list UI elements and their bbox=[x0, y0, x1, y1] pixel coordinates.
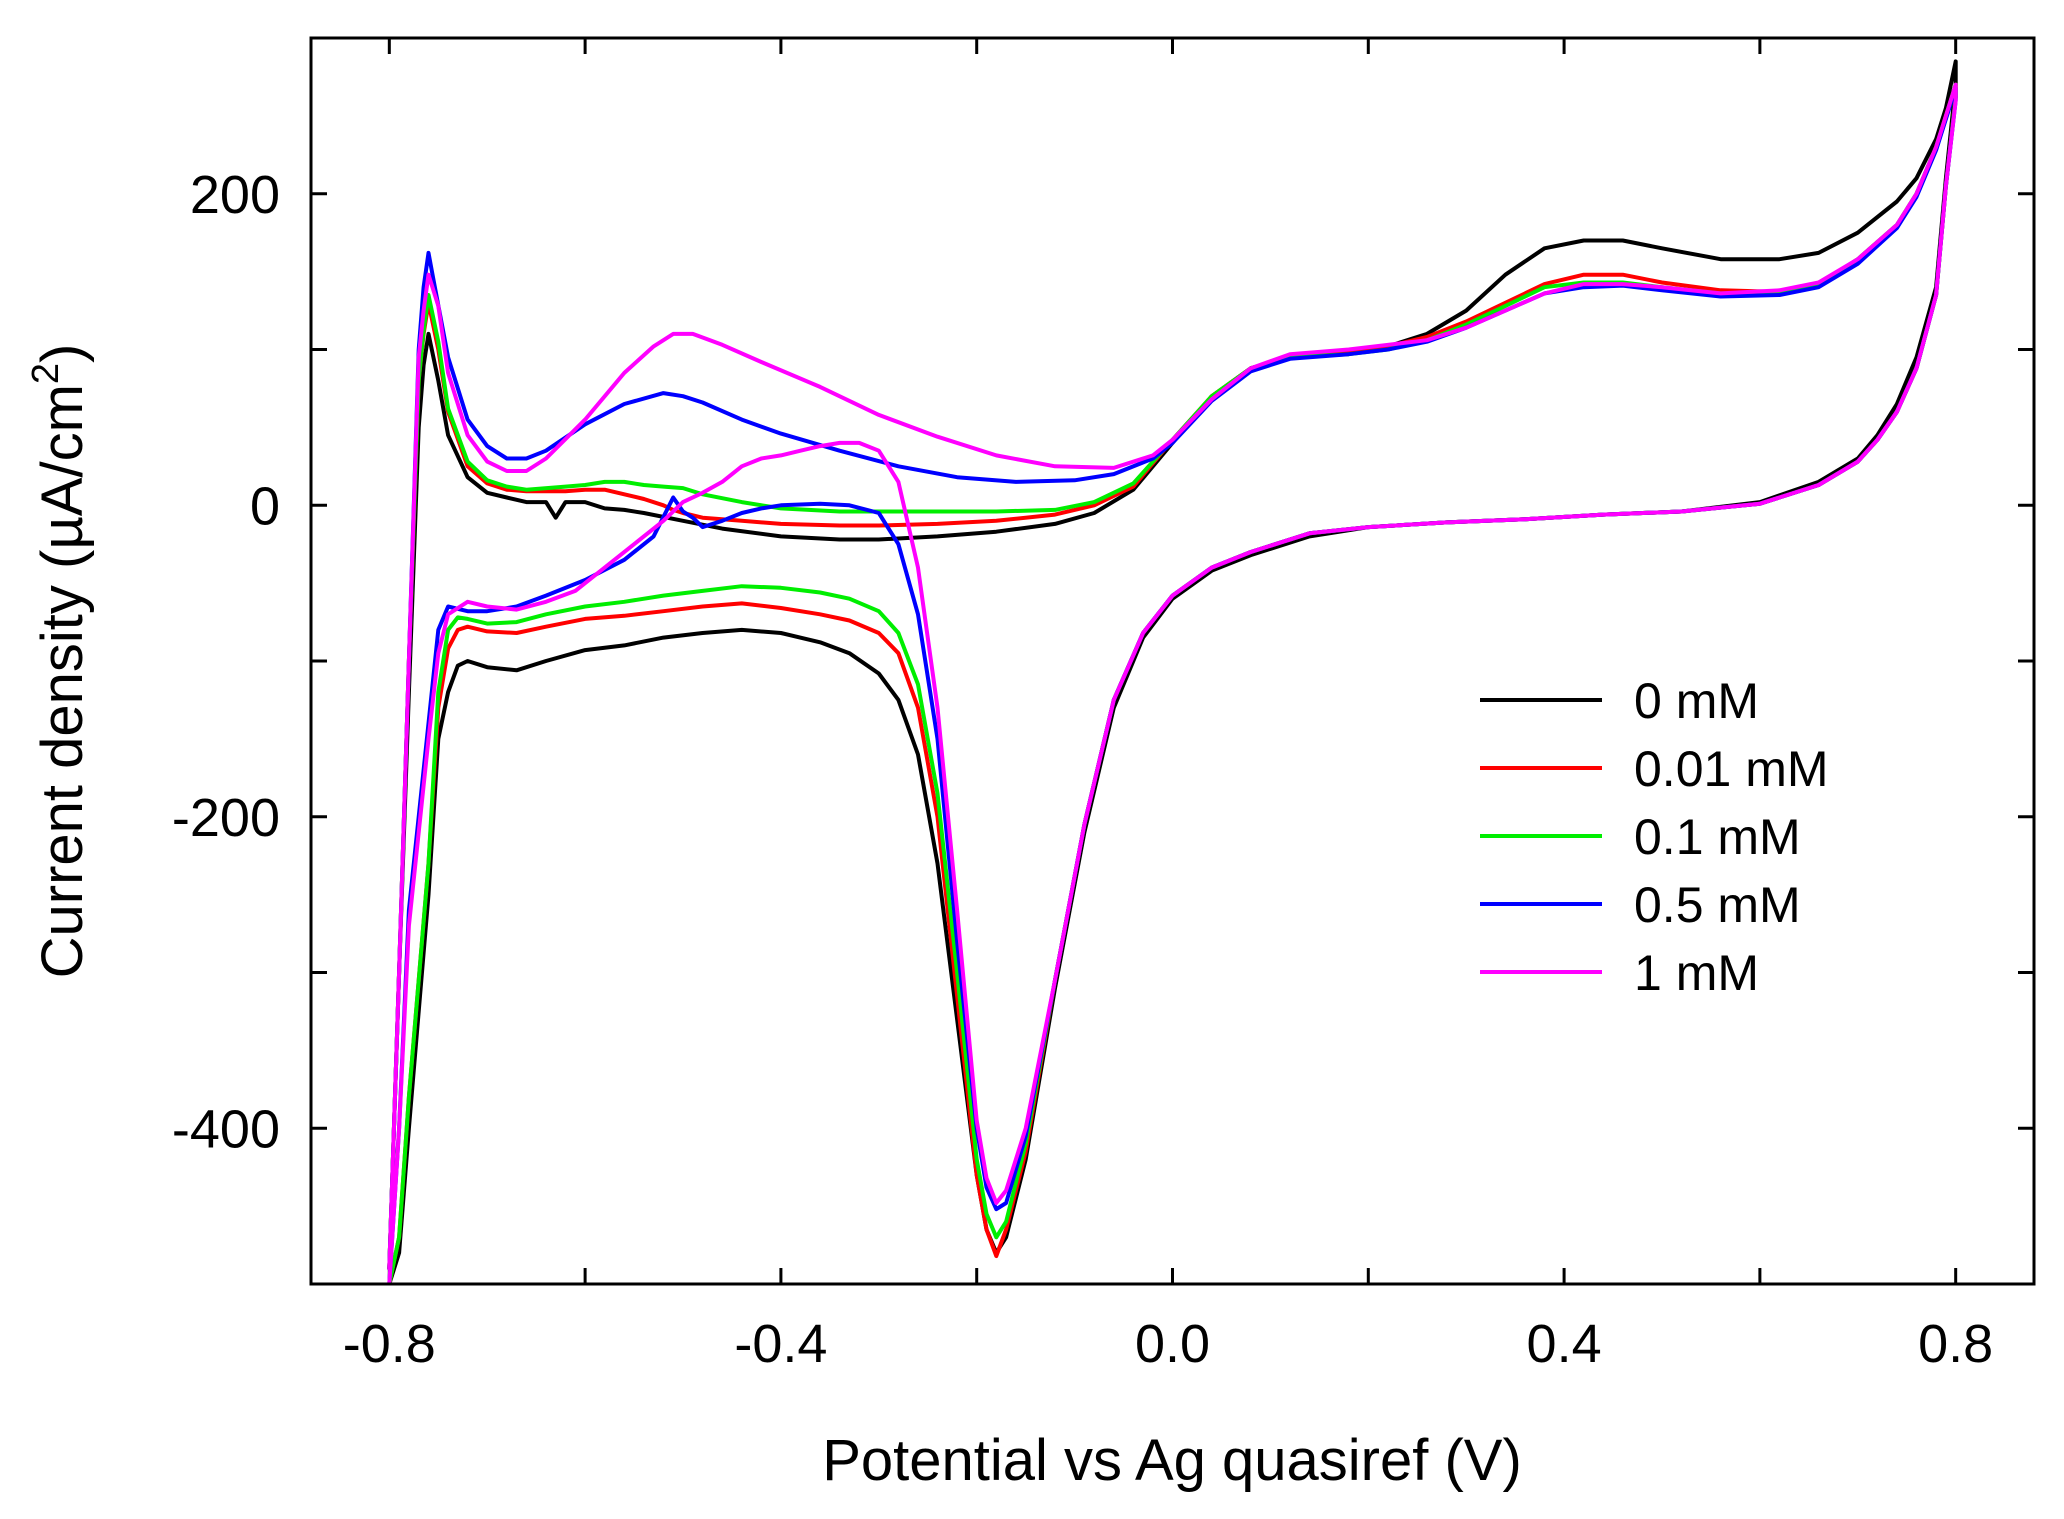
legend-label: 0.01 mM bbox=[1634, 741, 1829, 797]
y-tick-label: 200 bbox=[190, 165, 280, 225]
y-axis-title: Current density (µA/cm2) bbox=[25, 344, 95, 979]
tick-labels: -0.8 -0.4 0.0 0.4 0.8 -400 -200 0 200 bbox=[172, 165, 1993, 1374]
legend-label: 1 mM bbox=[1634, 945, 1759, 1001]
series-lines bbox=[387, 59, 1958, 1284]
x-tick-label: -0.8 bbox=[343, 1314, 436, 1374]
x-tick-label: 0.0 bbox=[1135, 1314, 1210, 1374]
y-tick-label: 0 bbox=[250, 476, 280, 536]
x-tick-label: 0.4 bbox=[1527, 1314, 1602, 1374]
series-line-1-mM bbox=[387, 82, 1958, 1284]
y-tick-label: -400 bbox=[172, 1099, 280, 1159]
y-axis-title-main: Current density (µA/cm bbox=[30, 384, 95, 978]
legend: 0 mM 0.01 mM 0.1 mM 0.5 mM 1 mM bbox=[1480, 673, 1829, 1001]
axis-ticks bbox=[311, 38, 2034, 1284]
x-tick-label: 0.8 bbox=[1918, 1314, 1993, 1374]
legend-label: 0.5 mM bbox=[1634, 877, 1801, 933]
legend-label: 0 mM bbox=[1634, 673, 1759, 729]
y-axis-title-superscript: 2 bbox=[25, 363, 67, 384]
x-tick-label: -0.4 bbox=[734, 1314, 827, 1374]
series-line-0-mM bbox=[387, 59, 1958, 1284]
x-axis-title: Potential vs Ag quasiref (V) bbox=[822, 1428, 1522, 1493]
plot-frame bbox=[309, 36, 2036, 1286]
y-tick-label: -200 bbox=[172, 788, 280, 848]
legend-label: 0.1 mM bbox=[1634, 809, 1801, 865]
y-axis-title-suffix: ) bbox=[30, 344, 95, 363]
